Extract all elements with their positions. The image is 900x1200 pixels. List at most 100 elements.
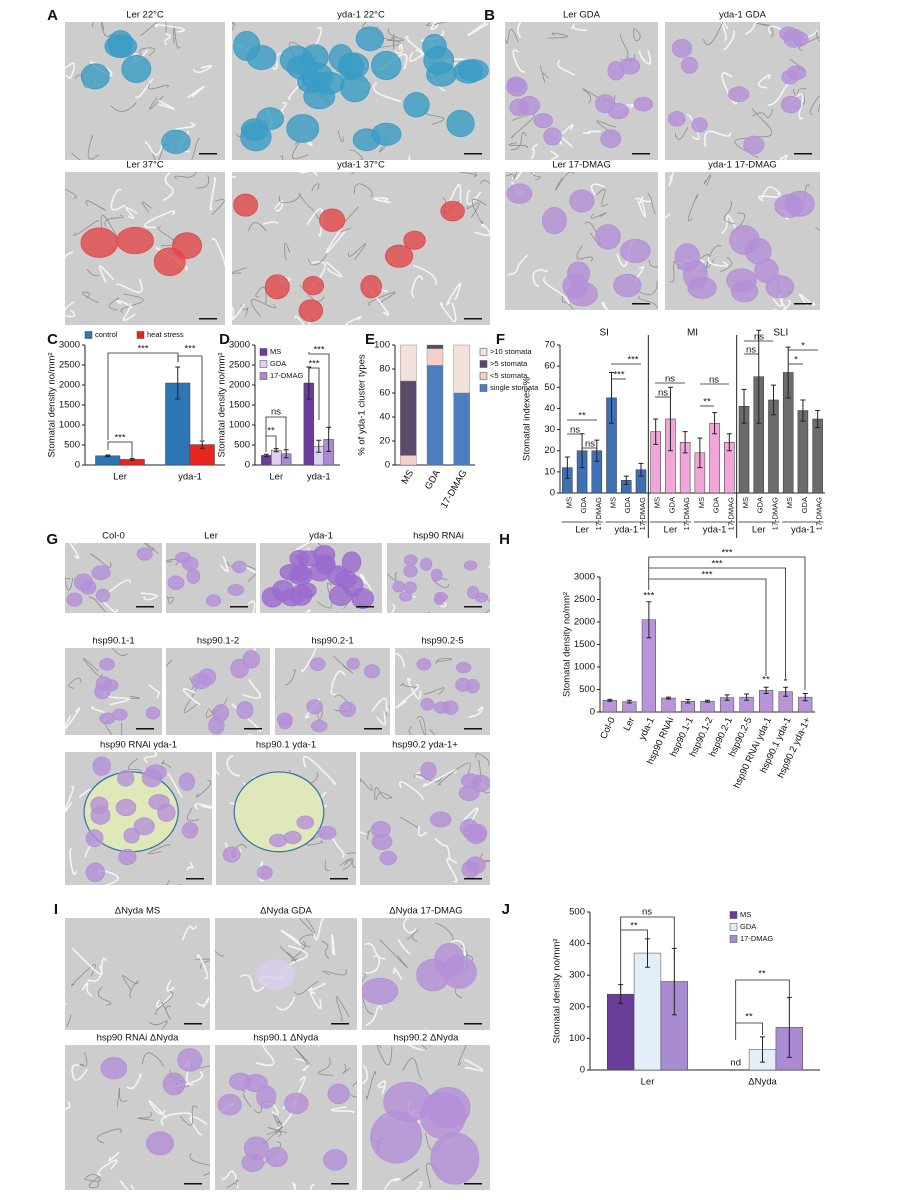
cell-wall — [583, 130, 601, 134]
cell-wall — [211, 198, 225, 216]
x-tick-label: 17-DMAG — [594, 497, 603, 531]
cell-wall — [134, 78, 154, 99]
error-bar — [785, 346, 791, 399]
cell-wall — [601, 301, 609, 310]
genotype-label: Ler — [664, 525, 678, 536]
x-tick-label: Ler — [622, 716, 638, 733]
cell-wall — [122, 303, 136, 322]
image-label: Ler 22°C — [126, 10, 164, 21]
cell-wall — [305, 832, 326, 846]
image-label: Ler — [204, 531, 218, 542]
cell-wall — [267, 1127, 288, 1137]
cell-wall — [140, 592, 158, 601]
cell-wall — [305, 608, 311, 613]
y-axis-label: Stomatal density no/mm² — [217, 352, 228, 457]
scale-bar — [136, 728, 154, 730]
y-tick-label: 100 — [374, 340, 390, 351]
cell-wall — [373, 197, 391, 204]
cell-wall — [488, 565, 490, 569]
stoma — [136, 547, 153, 561]
stoma — [419, 557, 433, 571]
significance-bracket — [648, 578, 767, 676]
stoma — [277, 712, 293, 726]
cell-wall — [100, 22, 112, 37]
cell-wall — [703, 174, 712, 186]
panel-letter: C — [47, 331, 58, 348]
cell-wall — [379, 939, 408, 969]
stoma — [403, 581, 417, 594]
y-tick-label: 2000 — [229, 380, 250, 391]
cell-wall — [310, 1183, 315, 1190]
cell-wall — [240, 304, 249, 318]
cell-wall — [219, 555, 229, 573]
cell-wall — [88, 596, 107, 613]
x-tick-label: 17-DMAG — [439, 468, 470, 510]
stoma — [691, 117, 708, 133]
x-tick-label: 17-DMAG — [770, 497, 779, 531]
y-tick-label: 60 — [379, 388, 390, 399]
cell-wall — [789, 93, 804, 120]
micrograph — [215, 1045, 357, 1190]
cell-wall — [639, 196, 651, 204]
stoma — [403, 564, 418, 578]
cell-wall — [104, 214, 124, 228]
cell-wall — [298, 193, 320, 220]
cell-wall — [576, 245, 593, 262]
legend-label: MS — [270, 347, 281, 356]
panel-letter: D — [219, 331, 230, 348]
scale-bar — [464, 728, 482, 730]
cell-wall — [196, 174, 209, 189]
cell-wall — [232, 267, 247, 274]
error-bar — [199, 440, 205, 449]
significance-label: *** — [184, 344, 195, 355]
cell-wall — [475, 753, 490, 767]
error-bar — [646, 601, 652, 639]
cell-wall — [734, 137, 759, 158]
micrograph — [665, 22, 820, 160]
error-bar — [607, 698, 613, 702]
cell-wall — [248, 222, 267, 231]
stoma — [433, 593, 446, 605]
cell-wall — [143, 752, 158, 764]
cell-wall — [348, 243, 367, 260]
micrograph — [65, 648, 162, 735]
stoma — [792, 31, 809, 47]
error-bar — [783, 686, 789, 697]
significance-bracket — [265, 416, 287, 450]
stoma — [306, 699, 323, 715]
cell-wall — [372, 81, 401, 103]
error-bar — [800, 399, 806, 422]
stoma — [403, 92, 430, 118]
cell-wall — [386, 28, 404, 42]
cell-wall — [398, 780, 424, 801]
cell-wall — [395, 652, 405, 668]
cell-wall — [302, 755, 337, 785]
panel-letter: F — [496, 331, 505, 348]
y-tick-label: 50 — [544, 382, 555, 393]
cell-wall — [707, 256, 728, 267]
stoma — [279, 45, 313, 75]
x-tick-label: yda-1 — [637, 716, 657, 742]
cell-wall — [674, 127, 689, 140]
cell-wall — [417, 825, 427, 837]
cell-wall — [191, 137, 201, 160]
cell-wall — [211, 237, 225, 266]
cell-wall — [301, 648, 317, 673]
micrograph — [65, 1045, 210, 1190]
micrograph — [232, 22, 490, 160]
cell-wall — [798, 36, 820, 51]
legend-swatch — [84, 331, 93, 339]
cell-wall — [161, 1001, 172, 1020]
y-tick-label: 1000 — [229, 420, 250, 431]
stoma — [620, 238, 651, 264]
stoma — [506, 77, 528, 97]
scale-bar — [464, 1023, 482, 1025]
significance-bracket — [648, 556, 806, 690]
cell-wall — [65, 785, 75, 813]
stoma — [313, 545, 336, 564]
stoma — [141, 768, 163, 788]
y-tick-label: 30 — [544, 424, 555, 435]
stoma — [446, 109, 475, 138]
x-tick-label: Ler — [113, 472, 127, 483]
cell-wall — [68, 677, 82, 689]
